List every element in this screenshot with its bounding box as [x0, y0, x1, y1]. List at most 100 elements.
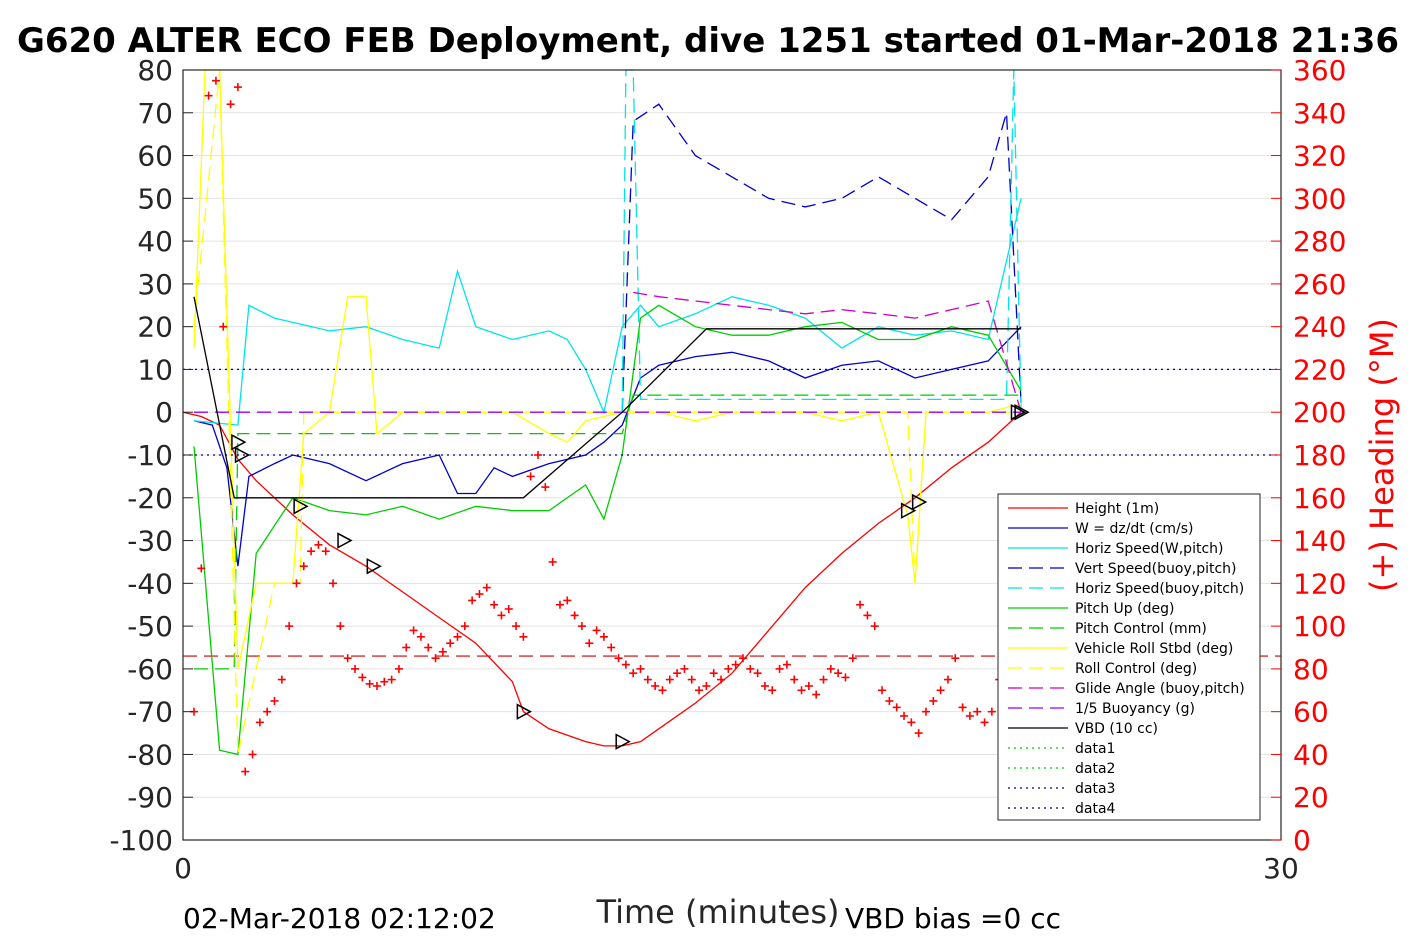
heading-point	[504, 605, 513, 613]
y-tick-label-left: -50	[127, 610, 173, 643]
heading-point	[607, 643, 616, 652]
heading-point	[680, 664, 689, 673]
heading-point	[651, 682, 660, 690]
y-tick-label-right: 180	[1293, 439, 1346, 472]
heading-point	[973, 707, 982, 716]
y-tick-label-left: -100	[109, 824, 173, 857]
y-tick-label-left: 70	[137, 97, 173, 130]
y-tick-label-right: 0	[1293, 824, 1311, 857]
y-tick-label-right: 360	[1293, 54, 1346, 87]
legend-label-3: Horiz Speed(W,pitch)	[1075, 541, 1223, 557]
footer-vbd-bias: VBD bias =0 cc	[845, 902, 1061, 935]
heading-point	[460, 622, 469, 631]
heading-point	[211, 76, 220, 85]
heading-point	[372, 682, 381, 690]
y-tick-label-right: 200	[1293, 396, 1346, 429]
legend-label-6: Pitch Up (deg)	[1075, 601, 1174, 617]
heading-point	[438, 647, 447, 656]
heading-point	[936, 686, 945, 695]
heading-point	[299, 562, 308, 571]
heading-point	[658, 686, 667, 695]
legend-label-2: W = dz/dt (cm/s)	[1075, 521, 1194, 537]
heading-point	[431, 654, 440, 663]
heading-point	[219, 322, 228, 331]
heading-point	[636, 664, 645, 673]
heading-point	[519, 632, 528, 641]
heading-point	[512, 622, 521, 631]
y-tick-label-left: -90	[127, 781, 173, 814]
heading-point	[856, 600, 865, 609]
heading-point	[380, 677, 389, 686]
heading-point	[197, 564, 206, 573]
y-tick-label-right: 220	[1293, 353, 1346, 386]
event-marker	[516, 703, 532, 720]
heading-point	[248, 750, 257, 759]
heading-point	[468, 596, 477, 605]
heading-point	[687, 675, 696, 684]
heading-point	[892, 703, 901, 712]
series-line-10	[633, 291, 1022, 413]
heading-point	[592, 626, 601, 635]
y-tick-label-right: 120	[1293, 567, 1346, 600]
heading-point	[497, 611, 506, 620]
heading-point	[402, 643, 411, 652]
y-tick-label-left: 0	[155, 396, 173, 429]
y-tick-label-left: -40	[127, 567, 173, 600]
heading-point	[863, 611, 872, 620]
heading-point	[409, 626, 418, 635]
legend-label-12: VBD (10 cc)	[1075, 721, 1158, 737]
heading-point	[753, 669, 762, 678]
heading-point	[717, 675, 726, 684]
y-tick-label-right: 260	[1293, 268, 1346, 301]
y-tick-label-right: 280	[1293, 225, 1346, 258]
heading-point	[804, 682, 813, 690]
heading-point	[870, 622, 879, 631]
heading-point	[790, 675, 799, 684]
heading-point	[343, 654, 352, 663]
heading-point	[768, 686, 777, 695]
heading-point	[482, 583, 491, 592]
heading-point	[307, 547, 316, 556]
y-tick-label-right: 300	[1293, 182, 1346, 215]
heading-point	[673, 669, 682, 678]
heading-point	[731, 660, 740, 669]
legend-label-15: data3	[1075, 781, 1115, 797]
event-marker	[911, 493, 928, 511]
heading-point	[548, 557, 557, 566]
heading-point	[526, 472, 535, 481]
footer-timestamp: 02-Mar-2018 02:12:02	[183, 902, 496, 935]
heading-point	[255, 718, 264, 727]
heading-point	[848, 654, 857, 663]
heading-point	[446, 639, 455, 648]
legend-label-13: data1	[1075, 741, 1115, 757]
heading-point	[541, 483, 550, 492]
heading-point	[329, 579, 338, 588]
heading-point	[292, 579, 301, 588]
event-marker	[234, 446, 251, 464]
y-tick-label-left: 10	[137, 353, 173, 386]
heading-point	[629, 669, 638, 678]
heading-point	[585, 639, 594, 648]
heading-point	[475, 590, 484, 599]
legend-label-1: Height (1m)	[1075, 501, 1159, 517]
y-tick-label-left: 60	[137, 140, 173, 173]
heading-point	[621, 660, 630, 669]
heading-point	[819, 675, 828, 684]
series-line-12	[193, 296, 1022, 499]
heading-point	[599, 632, 608, 641]
heading-point	[951, 654, 960, 663]
x-tick-label: 0	[174, 852, 192, 885]
y-tick-label-left: -80	[127, 738, 173, 771]
heading-point	[695, 686, 704, 695]
heading-point	[643, 675, 652, 684]
y-tick-label-left: 40	[137, 225, 173, 258]
y-tick-label-left: 50	[137, 182, 173, 215]
y-tick-label-right: 60	[1293, 696, 1329, 729]
heading-point	[490, 600, 499, 609]
y-tick-label-right: 340	[1293, 97, 1346, 130]
heading-point	[233, 83, 242, 92]
event-marker	[1010, 403, 1027, 421]
heading-point	[841, 673, 850, 682]
heading-point	[921, 707, 930, 716]
